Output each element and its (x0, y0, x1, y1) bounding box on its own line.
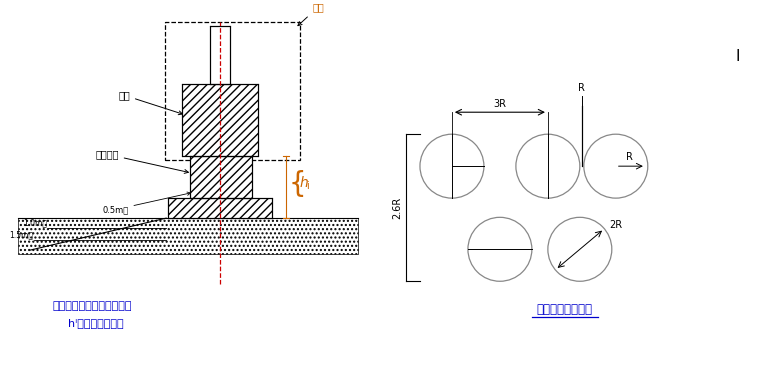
Text: 着力装置: 着力装置 (95, 149, 188, 173)
Text: 1.0m处: 1.0m处 (24, 218, 47, 227)
Text: I: I (736, 49, 740, 64)
Bar (190, 156, 252, 198)
Bar (210, 26, 230, 84)
Text: R: R (626, 152, 633, 162)
Text: 落锤: 落锤 (119, 90, 182, 115)
Bar (18, 218, 358, 254)
Text: 2R: 2R (610, 220, 622, 230)
Text: 0.5m处: 0.5m处 (103, 192, 191, 214)
Text: 不同土壤层厚处的夯实情况: 不同土壤层厚处的夯实情况 (52, 301, 131, 311)
Text: 底座边缘为间隙型: 底座边缘为间隙型 (537, 303, 593, 316)
Text: 2.6R: 2.6R (392, 197, 402, 219)
Text: R: R (578, 83, 585, 93)
Bar (168, 198, 272, 218)
Bar (165, 22, 300, 160)
Bar (182, 84, 258, 156)
Text: i: i (306, 181, 309, 191)
Text: 1.5m处: 1.5m处 (9, 230, 33, 239)
Text: h: h (299, 176, 308, 190)
Text: {: { (288, 170, 306, 198)
Text: 3R: 3R (493, 99, 506, 109)
Text: 机架: 机架 (298, 2, 324, 26)
Text: hᴵ为不同落锤高度: hᴵ为不同落锤高度 (68, 318, 124, 328)
